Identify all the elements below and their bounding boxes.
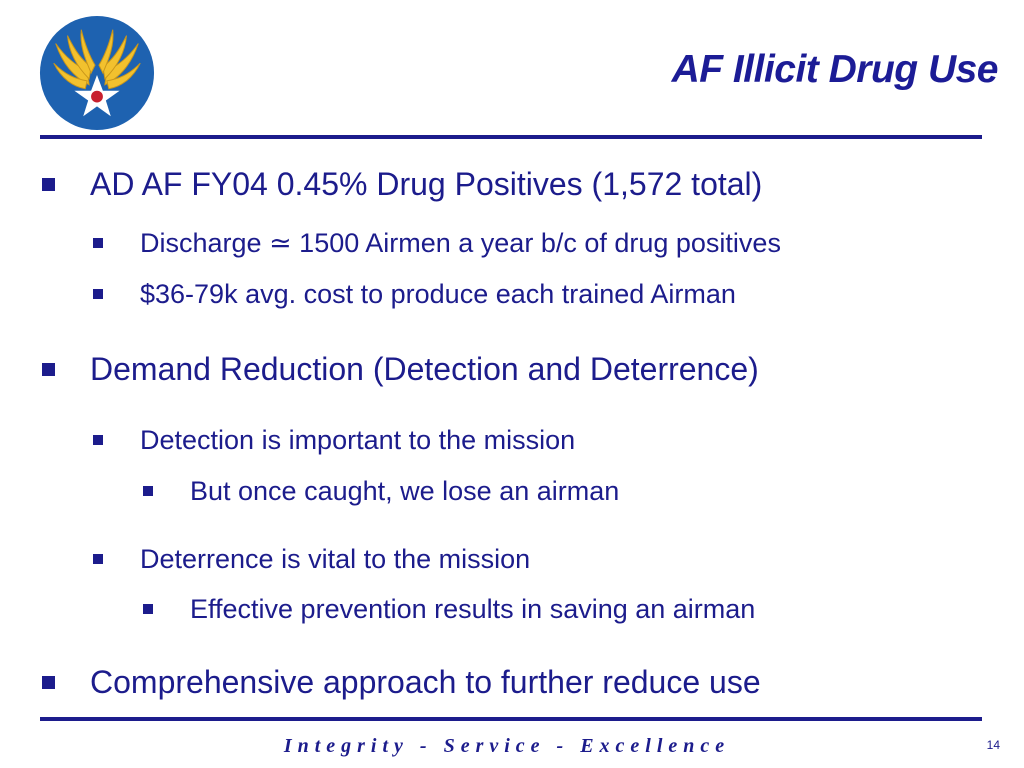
page-number: 14: [986, 738, 1000, 752]
square-bullet-icon: [93, 435, 103, 445]
bullet-item: Effective prevention results in saving a…: [143, 594, 756, 625]
bullet-item: Deterrence is vital to the mission: [93, 544, 531, 575]
square-bullet-icon: [42, 676, 55, 689]
bullet-text: Demand Reduction (Detection and Deterren…: [90, 351, 759, 387]
bullet-text: Detection is important to the mission: [140, 425, 576, 455]
air-force-wings-star-logo: [39, 15, 155, 131]
square-bullet-icon: [143, 486, 153, 496]
square-bullet-icon: [42, 178, 55, 191]
square-bullet-icon: [93, 289, 103, 299]
square-bullet-icon: [93, 554, 103, 564]
bullet-text: Discharge ≃ 1500 Airmen a year b/c of dr…: [140, 228, 781, 258]
bullet-item: Comprehensive approach to further reduce…: [42, 664, 761, 701]
bullet-item: Detection is important to the mission: [93, 425, 576, 456]
bullet-item: $36-79k avg. cost to produce each traine…: [93, 279, 736, 310]
square-bullet-icon: [143, 604, 153, 614]
bullet-item: AD AF FY04 0.45% Drug Positives (1,572 t…: [42, 166, 763, 203]
bullet-item: Discharge ≃ 1500 Airmen a year b/c of dr…: [93, 228, 781, 259]
motto-text: Integrity - Service - Excellence: [283, 735, 731, 757]
bottom-divider: [40, 717, 982, 721]
bullet-text: AD AF FY04 0.45% Drug Positives (1,572 t…: [90, 166, 763, 202]
bullet-text: Effective prevention results in saving a…: [190, 594, 756, 624]
bullet-text: Deterrence is vital to the mission: [140, 544, 531, 574]
bullet-text: $36-79k avg. cost to produce each traine…: [140, 279, 736, 309]
square-bullet-icon: [42, 363, 55, 376]
square-bullet-icon: [93, 238, 103, 248]
top-divider: [40, 135, 982, 139]
bullet-item: Demand Reduction (Detection and Deterren…: [42, 351, 759, 388]
bullet-text: But once caught, we lose an airman: [190, 476, 620, 506]
bullet-item: But once caught, we lose an airman: [143, 476, 620, 507]
bullet-text: Comprehensive approach to further reduce…: [90, 664, 761, 700]
footer-motto: Integrity - Service - Excellence: [0, 735, 1024, 758]
slide-title: AF Illicit Drug Use: [671, 48, 999, 91]
